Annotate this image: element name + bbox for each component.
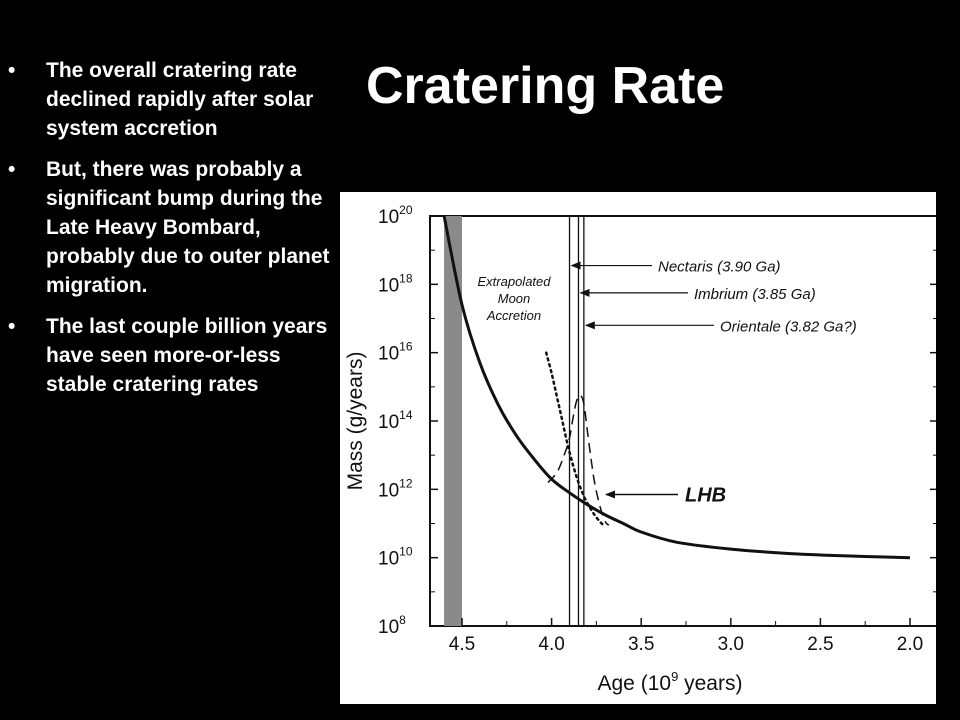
bullet-dot-icon: • — [8, 158, 16, 181]
chart-panel: 4.5 4.0 3.5 3.0 2.5 2.0 1020 1018 1016 1014 1012 10… — [340, 192, 936, 704]
x-tick-label: 2.5 — [807, 634, 833, 655]
bullet-dot-icon: • — [8, 315, 16, 338]
event-label: Nectaris (3.90 Ga) — [658, 259, 781, 276]
y-tick-label: 1016 — [378, 340, 413, 365]
x-tick-label: 4.0 — [538, 634, 564, 655]
series-line-dotted — [544, 351, 605, 527]
y-tick-label: 1018 — [378, 271, 413, 296]
x-tick-label: 2.0 — [897, 634, 923, 655]
series-line-dashed — [547, 394, 610, 526]
event-label: Orientale (3.82 Ga?) — [720, 318, 857, 335]
bullet-item: • The overall cratering rate declined rap… — [0, 56, 330, 143]
y-tick-label: 1012 — [378, 476, 413, 501]
moon-accretion-label: Moon — [498, 291, 531, 306]
x-axis-label-exponent: 9 — [671, 669, 678, 684]
x-axis-label: Age (109 years) — [598, 669, 743, 695]
slide-title: Cratering Rate — [366, 57, 725, 115]
x-tick-label: 3.5 — [628, 634, 654, 655]
x-axis-label-tail: years) — [678, 672, 742, 695]
bullet-item: • The last couple billion years have seen… — [0, 312, 330, 399]
y-tick-label: 1010 — [378, 545, 413, 570]
x-tick-label: 4.5 — [449, 634, 475, 655]
bullet-text: The last couple billion years have seen … — [46, 315, 328, 396]
bullet-item: • But, there was probably a significant b… — [0, 155, 330, 300]
event-label: Imbrium (3.85 Ga) — [694, 286, 816, 303]
y-axis-label: Mass (g/years) — [344, 352, 367, 491]
shaded-band — [444, 216, 462, 626]
moon-accretion-label: Extrapolated — [478, 274, 552, 289]
x-tick-label: 3.0 — [718, 634, 744, 655]
cratering-rate-chart: 4.5 4.0 3.5 3.0 2.5 2.0 1020 1018 1016 1014 1012 10… — [344, 203, 936, 695]
y-tick-label: 108 — [378, 613, 406, 638]
lhb-label: LHB — [685, 484, 726, 506]
bullet-list: • The overall cratering rate declined rap… — [0, 56, 330, 411]
bullet-dot-icon: • — [8, 59, 16, 82]
bullet-text: But, there was probably a significant bu… — [46, 158, 330, 297]
moon-accretion-label: Accretion — [486, 308, 541, 323]
bullet-text: The overall cratering rate declined rapi… — [46, 59, 314, 140]
x-axis-label-base: Age (10 — [598, 672, 672, 695]
y-tick-label: 1014 — [378, 408, 413, 433]
y-tick-label: 1020 — [378, 203, 413, 228]
